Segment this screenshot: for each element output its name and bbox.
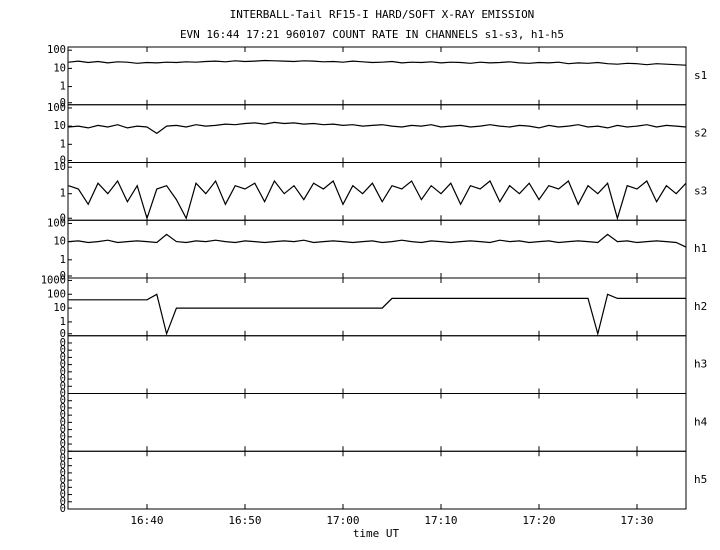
panel-label: h3 <box>694 358 707 371</box>
y-tick-label: 0 <box>60 388 66 400</box>
panel-label: s2 <box>694 127 707 140</box>
data-line <box>68 121 687 135</box>
y-tick-label: 0 <box>60 366 66 378</box>
y-tick-label: 0 <box>60 328 66 340</box>
x-tick-label: 17:10 <box>424 514 457 527</box>
panel-label: h5 <box>694 473 707 486</box>
y-tick-label: 1 <box>60 254 66 266</box>
y-tick-label: 0 <box>60 445 66 457</box>
y-tick-label: 0 <box>60 155 66 167</box>
x-tick-label: 16:50 <box>228 514 261 527</box>
y-tick-label: 0 <box>60 424 66 436</box>
y-tick-label: 0 <box>60 438 66 450</box>
panel-label: h1 <box>694 242 707 255</box>
y-tick-label: 100 <box>47 217 66 229</box>
y-tick-label: 1 <box>60 81 66 93</box>
y-tick-label: 0 <box>60 359 66 371</box>
data-line <box>68 59 687 66</box>
panel-label: s3 <box>694 184 707 197</box>
y-tick-label: 1000 <box>41 274 66 286</box>
y-tick-label: 0 <box>60 270 66 282</box>
y-tick-label: 10 <box>53 236 66 248</box>
y-tick-label: 0 <box>60 344 66 356</box>
y-tick-label: 0 <box>60 337 66 349</box>
y-tick-label: 0 <box>60 489 66 501</box>
panel-label: h2 <box>694 300 707 313</box>
data-line <box>68 179 687 221</box>
y-tick-label: 0 <box>60 380 66 392</box>
x-tick-label: 17:20 <box>522 514 555 527</box>
y-tick-label: 0 <box>60 460 66 472</box>
y-tick-label: 0 <box>60 503 66 515</box>
x-axis-label: time UT <box>353 527 400 540</box>
y-tick-label: 0 <box>60 409 66 421</box>
chart-subtitle: EVN 16:44 17:21 960107 COUNT RATE IN CHA… <box>180 28 564 41</box>
y-tick-label: 0 <box>60 212 66 224</box>
y-tick-label: 10 <box>53 161 66 173</box>
y-tick-label: 0 <box>60 97 66 109</box>
y-tick-label: 10 <box>53 120 66 132</box>
data-line <box>68 233 687 248</box>
y-tick-label: 0 <box>60 416 66 428</box>
y-tick-label: 0 <box>60 351 66 363</box>
y-tick-label: 0 <box>60 452 66 464</box>
data-line <box>68 293 686 337</box>
y-tick-label: 0 <box>60 373 66 385</box>
y-tick-label: 100 <box>47 44 66 56</box>
y-tick-label: 1 <box>60 138 66 150</box>
y-tick-label: 0 <box>60 402 66 414</box>
y-tick-label: 10 <box>53 302 66 314</box>
y-tick-label: 0 <box>60 474 66 486</box>
y-tick-label: 0 <box>60 481 66 493</box>
y-tick-label: 10 <box>53 62 66 74</box>
x-tick-label: 16:40 <box>130 514 163 527</box>
y-tick-label: 0 <box>60 496 66 508</box>
x-tick-label: 17:30 <box>620 514 653 527</box>
chart-title: INTERBALL-Tail RF15-I HARD/SOFT X-RAY EM… <box>230 8 535 21</box>
y-tick-label: 0 <box>60 431 66 443</box>
panel-label: s1 <box>694 69 707 82</box>
x-tick-label: 17:00 <box>326 514 359 527</box>
panel-label: h4 <box>694 415 708 428</box>
y-tick-label: 1 <box>60 316 66 328</box>
y-tick-label: 1 <box>60 188 66 200</box>
y-tick-label: 100 <box>47 288 66 300</box>
y-tick-label: 100 <box>47 102 66 114</box>
y-tick-label: 0 <box>60 395 66 407</box>
y-tick-label: 0 <box>60 467 66 479</box>
